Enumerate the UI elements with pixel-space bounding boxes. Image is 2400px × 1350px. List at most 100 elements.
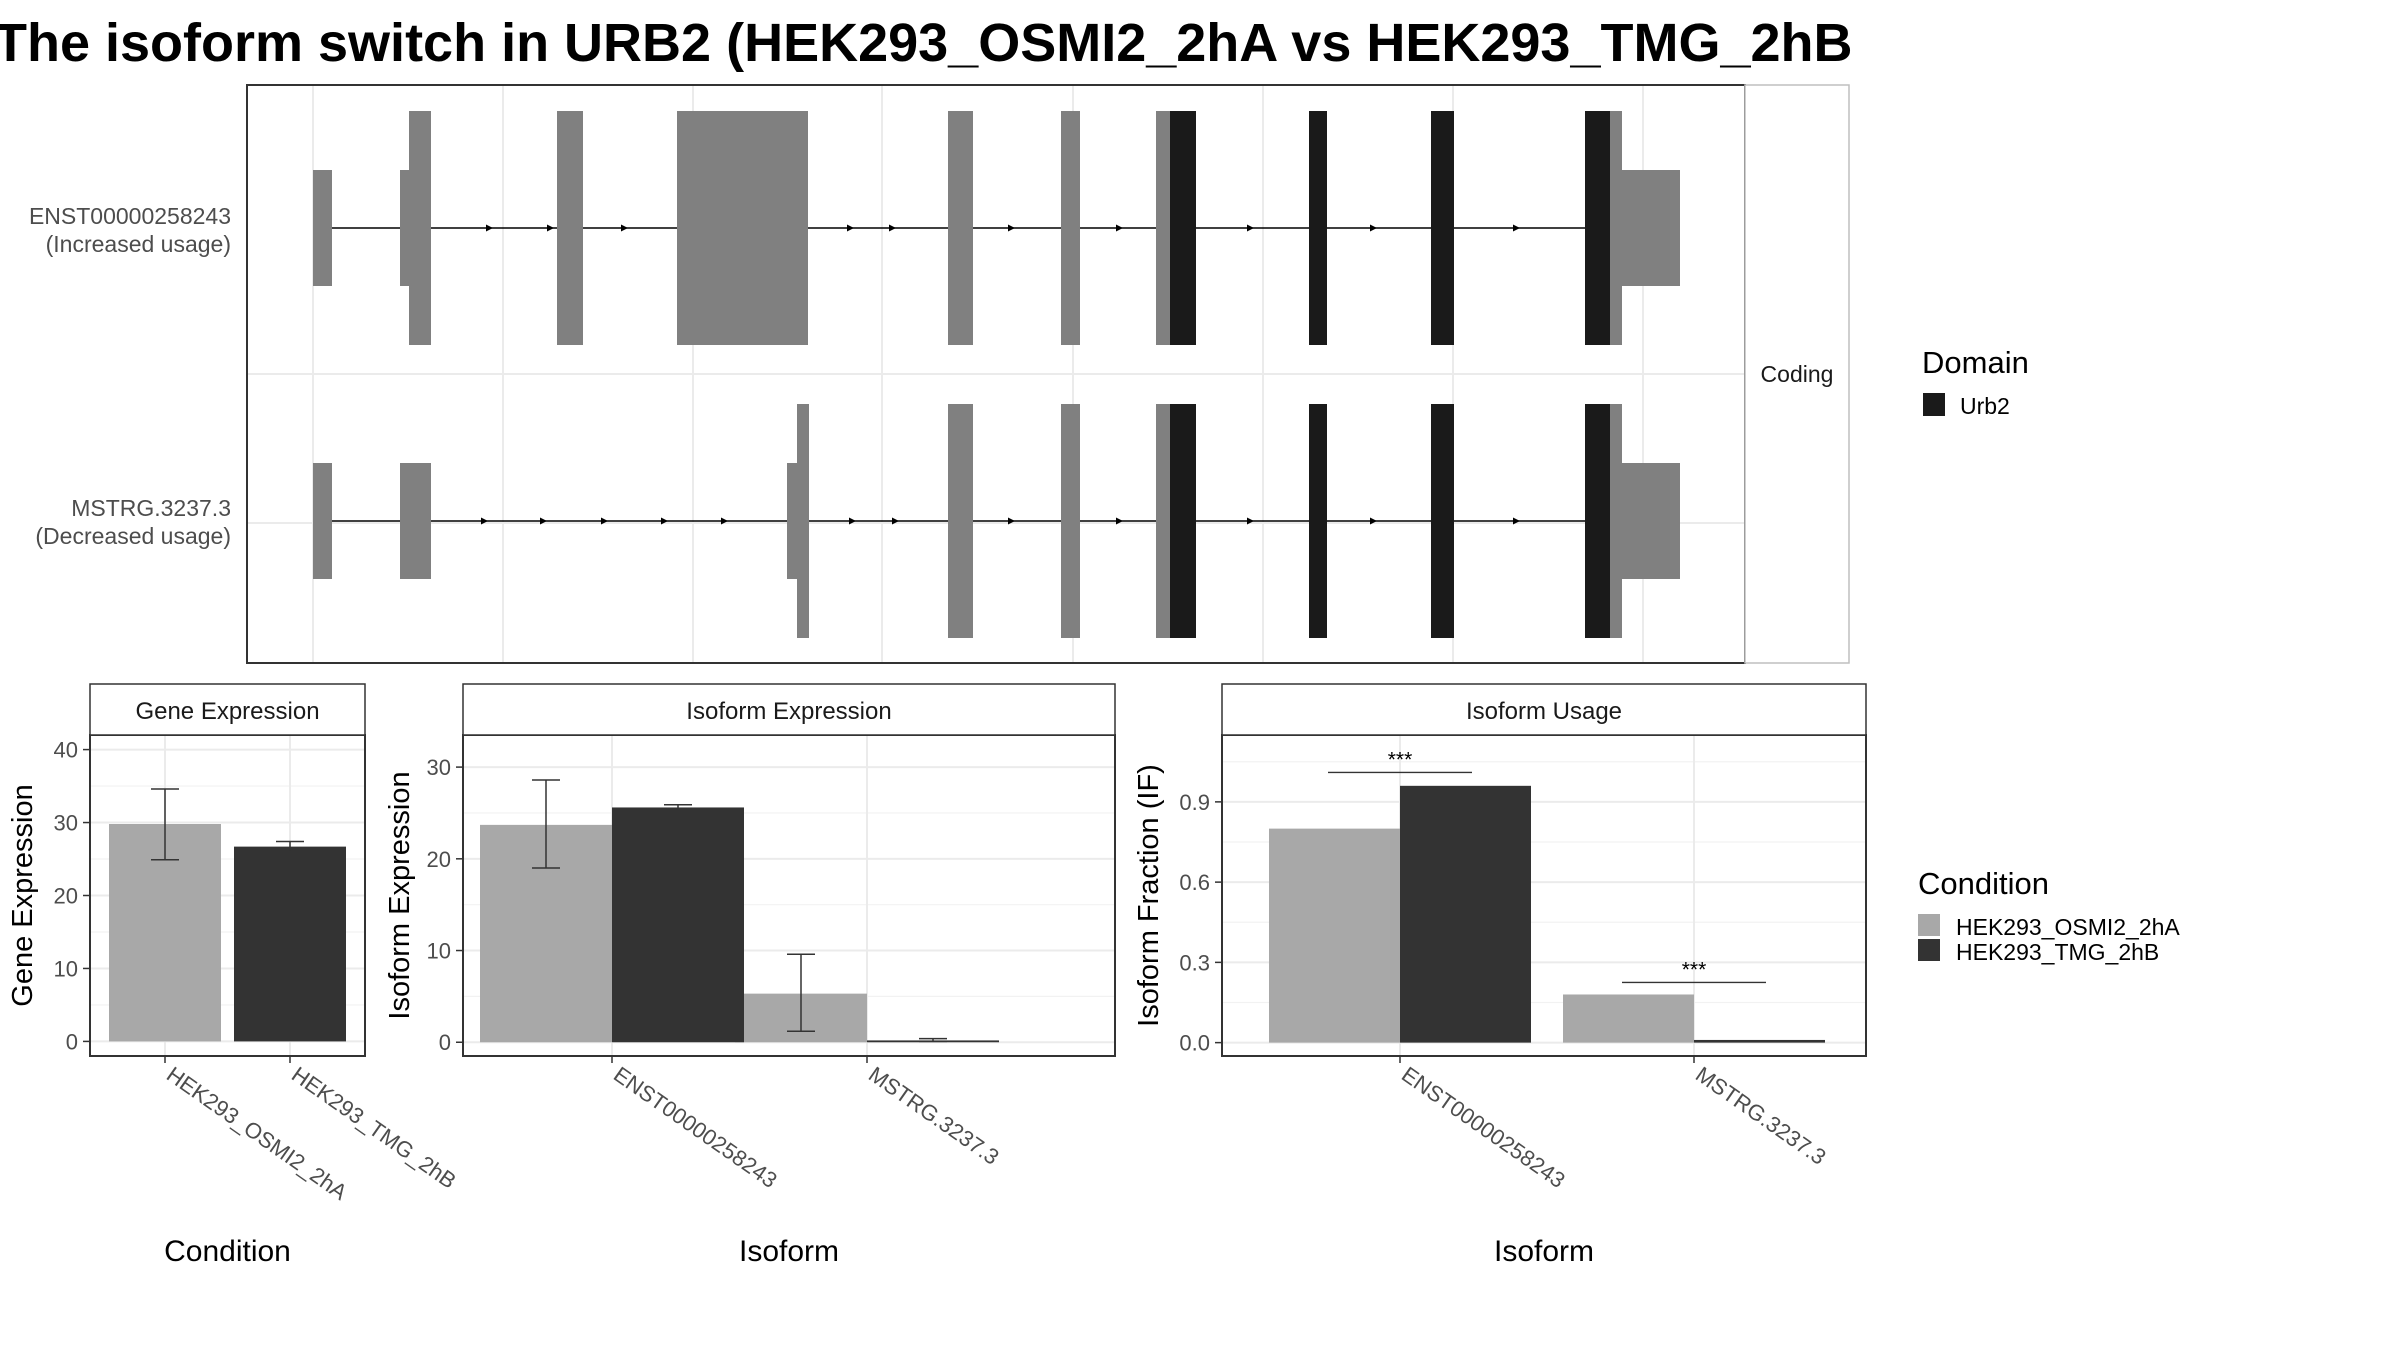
x-tick-label: MSTRG.3237.3 <box>864 1062 1004 1170</box>
facet-strip <box>89 683 366 736</box>
y-tick-label: 0.3 <box>1179 950 1210 975</box>
direction-arrow <box>1116 517 1123 525</box>
urb2-domain-exon <box>1309 111 1327 345</box>
exon <box>1620 463 1680 579</box>
transcript-2 <box>313 404 1680 638</box>
error-bar <box>787 953 815 1032</box>
condition-legend-swatch-b <box>1918 939 1940 961</box>
y-tick-label: 0 <box>439 1030 451 1055</box>
direction-arrow <box>601 517 608 525</box>
x-axis-title: Condition <box>164 1235 291 1268</box>
urb2-domain-exon <box>1431 111 1454 345</box>
y-tick-label: 0.6 <box>1179 870 1210 895</box>
y-tick-label: 20 <box>54 884 78 909</box>
exon <box>797 404 809 638</box>
bar <box>1269 828 1400 1043</box>
direction-arrow <box>486 224 493 232</box>
y-tick-label: 10 <box>54 956 78 981</box>
y-axis-title: Gene Expression <box>7 784 39 1006</box>
direction-arrow <box>1370 517 1377 525</box>
direction-arrow <box>1116 224 1123 232</box>
page-title: The isoform switch in URB2 (HEK293_OSMI2… <box>0 13 1853 73</box>
y-tick-label: 0.9 <box>1179 790 1210 815</box>
exon <box>948 111 973 345</box>
error-bar <box>919 1037 947 1043</box>
y-tick-label: 0.0 <box>1179 1031 1210 1056</box>
gene-expression-panel: Gene Expression010203040HEK293_OSMI2_2hA… <box>7 683 461 1268</box>
exon <box>557 111 583 345</box>
bar <box>1694 1039 1825 1043</box>
y-tick-label: 10 <box>427 939 451 964</box>
facet-strip-title: Isoform Usage <box>1466 698 1622 725</box>
y-tick-label: 30 <box>427 755 451 780</box>
transcript-1 <box>313 111 1680 345</box>
direction-arrow <box>889 224 896 232</box>
transcript-label-2-id: MSTRG.3237.3 <box>71 495 231 521</box>
direction-arrow <box>661 517 668 525</box>
urb2-domain-exon <box>1585 111 1612 345</box>
direction-arrow <box>849 517 856 525</box>
exon <box>409 111 431 345</box>
direction-arrow <box>1008 517 1015 525</box>
exon <box>1620 170 1680 286</box>
y-tick-label: 30 <box>54 811 78 836</box>
significance-label: *** <box>1388 748 1413 771</box>
direction-arrow <box>1247 224 1254 232</box>
exon <box>1061 404 1080 638</box>
exon <box>1610 404 1622 638</box>
bar <box>1563 994 1694 1043</box>
facet-strip <box>1221 683 1867 736</box>
direction-arrow <box>1247 517 1254 525</box>
direction-arrow <box>847 224 854 232</box>
exon <box>1156 111 1172 345</box>
exon <box>948 404 973 638</box>
y-axis-title: Isoform Expression <box>384 771 416 1019</box>
error-bar <box>151 788 179 861</box>
facet-strip-title: Gene Expression <box>135 698 319 725</box>
urb2-domain-exon <box>1170 111 1196 345</box>
condition-legend-label-b: HEK293_TMG_2hB <box>1956 939 2159 965</box>
structure-transcripts <box>313 111 1680 638</box>
direction-arrow <box>892 517 899 525</box>
direction-arrow <box>481 517 488 525</box>
domain-legend: Domain Urb2 <box>1922 345 2029 419</box>
exon <box>1610 111 1622 345</box>
domain-legend-label-urb2: Urb2 <box>1960 393 2010 419</box>
direction-arrow <box>540 517 547 525</box>
x-tick-label: ENST00000258243 <box>609 1062 782 1193</box>
exon <box>1156 404 1172 638</box>
bar <box>234 846 346 1042</box>
transcript-label-1-id: ENST00000258243 <box>29 203 231 229</box>
transcript-label-2-usage: (Decreased usage) <box>35 523 231 549</box>
exon <box>313 170 332 286</box>
x-axis-title: Isoform <box>739 1235 839 1268</box>
exon <box>400 170 411 286</box>
exon <box>400 463 431 579</box>
bar <box>612 807 744 1043</box>
urb2-domain-exon <box>1585 404 1612 638</box>
x-tick-label: ENST00000258243 <box>1397 1062 1570 1193</box>
error-bar <box>276 840 304 853</box>
y-tick-label: 20 <box>427 847 451 872</box>
direction-arrow <box>1370 224 1377 232</box>
isoform-expression-panel: Isoform Expression 0 10 20 30 ENST00000258243… <box>384 683 1116 1268</box>
domain-legend-swatch-urb2 <box>1923 393 1945 416</box>
isoform-usage-panel: *** *** Isoform Usage 0.0 0.3 0.6 0.9 ENST00000… <box>1133 683 1867 1268</box>
direction-arrow <box>547 224 554 232</box>
transcript-label-1-usage: (Increased usage) <box>46 231 231 257</box>
condition-legend-title: Condition <box>1918 866 2049 901</box>
direction-arrow <box>1008 224 1015 232</box>
direction-arrow <box>721 517 728 525</box>
direction-arrow <box>1513 517 1520 525</box>
urb2-domain-exon <box>1431 404 1454 638</box>
exon <box>1061 111 1080 345</box>
y-tick-label: 40 <box>54 738 78 763</box>
y-axis-title: Isoform Fraction (IF) <box>1133 764 1165 1027</box>
condition-legend-label-a: HEK293_OSMI2_2hA <box>1956 914 2180 940</box>
structure-panel: Coding ENST00000258243 (Increased usage)… <box>29 84 1850 664</box>
urb2-domain-exon <box>1170 404 1196 638</box>
error-bar <box>664 803 692 811</box>
condition-legend: Condition HEK293_OSMI2_2hA HEK293_TMG_2h… <box>1918 866 2180 965</box>
significance-label: *** <box>1682 958 1707 981</box>
